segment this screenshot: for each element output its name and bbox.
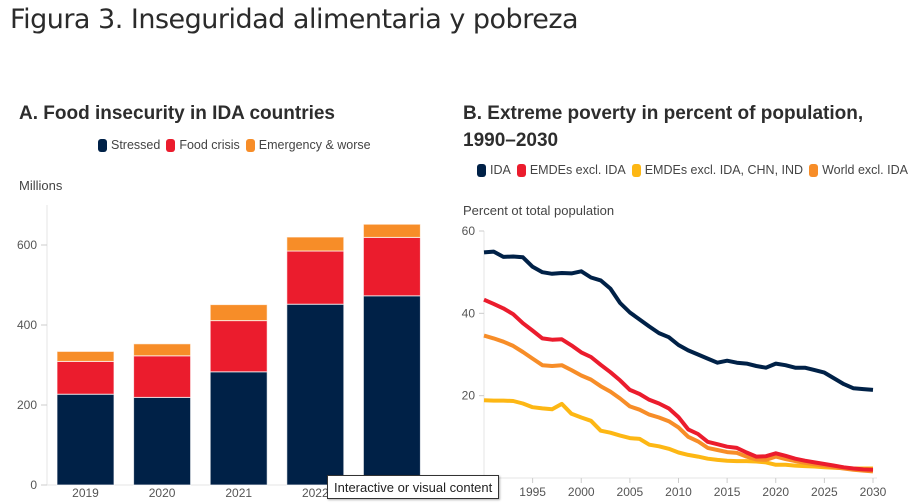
- bar-segment-food-crisis: [362, 236, 421, 297]
- bar-segment-food-crisis: [133, 355, 192, 398]
- line-series-world-excl-ida: [483, 333, 874, 474]
- legend-label: IDA: [490, 163, 511, 177]
- bar-segment-emergency-worse: [56, 350, 115, 362]
- y-tick-label: 40: [462, 306, 476, 320]
- legend-item-ida: IDA: [477, 163, 511, 177]
- x-tick-label: 2020: [149, 486, 176, 500]
- panel-a-legend: Stressed Food crisis Emergency & worse: [98, 138, 377, 152]
- legend-item-food-crisis: Food crisis: [166, 138, 240, 152]
- legend-label: Food crisis: [179, 138, 240, 152]
- legend-label: EMDEs excl. IDA, CHN, IND: [644, 163, 804, 177]
- legend-item-emdes-excl-ida-chn-ind: EMDEs excl. IDA, CHN, IND: [631, 163, 804, 177]
- legend-swatch-emdes-excl-ida: [516, 163, 526, 177]
- line-series-ida: [483, 249, 874, 392]
- legend-item-emergency: Emergency & worse: [245, 138, 371, 152]
- y-tick-label: 0: [30, 478, 37, 492]
- tooltip: Interactive or visual content: [327, 475, 500, 499]
- bar-segment-emergency-worse: [133, 343, 192, 357]
- legend-swatch-emdes-excl-ida-chn-ind: [631, 163, 641, 177]
- legend-label: World excl. IDA: [822, 163, 908, 177]
- legend-item-stressed: Stressed: [98, 138, 160, 152]
- legend-swatch-stressed: [98, 138, 107, 152]
- panel-a-y-axis-label: Millions: [19, 178, 63, 193]
- x-tick-label: 2005: [617, 485, 644, 499]
- legend-item-emdes-excl-ida: EMDEs excl. IDA: [516, 163, 626, 177]
- x-tick-label: 2030: [860, 485, 887, 499]
- x-tick-label: 2000: [568, 485, 595, 499]
- x-tick-label: 2015: [714, 485, 741, 499]
- x-tick-label: 2010: [665, 485, 692, 499]
- legend-label: Emergency & worse: [258, 138, 371, 152]
- panel-b-y-axis-label: Percent ot total population: [463, 203, 615, 218]
- x-tick-label: 2021: [225, 486, 252, 500]
- figure-title: Figura 3. Inseguridad alimentaria y pobr…: [10, 4, 579, 35]
- legend-swatch-world-excl-ida: [809, 163, 819, 177]
- panel-a-title: A. Food insecurity in IDA countries: [19, 103, 335, 124]
- legend-label: EMDEs excl. IDA: [529, 163, 626, 177]
- x-tick-label: 1995: [519, 485, 546, 499]
- x-tick-label: 2022: [302, 486, 329, 500]
- legend-swatch-emergency: [245, 138, 255, 152]
- legend-swatch-food-crisis: [166, 138, 176, 152]
- x-tick-label: 2019: [72, 486, 99, 500]
- x-tick-label: 2025: [811, 485, 838, 499]
- line-series-emdes-excl-ida-chn-ind: [483, 398, 873, 471]
- legend-swatch-ida: [477, 163, 486, 177]
- panel-b-title: B. Extreme poverty in percent of populat…: [463, 103, 864, 151]
- bar-segment-emergency-worse: [362, 223, 421, 238]
- y-tick-label: 400: [17, 318, 37, 332]
- y-tick-label: 600: [17, 238, 37, 252]
- bar-segment-emergency-worse: [209, 304, 268, 322]
- bar-segment-emergency-worse: [286, 236, 345, 252]
- x-tick-label: 2020: [762, 485, 789, 499]
- bar-segment-stressed: [362, 295, 421, 486]
- bar-segment-stressed: [56, 393, 115, 486]
- y-tick-label: 20: [462, 389, 476, 403]
- line-series-emdes-excl-ida: [483, 297, 874, 472]
- y-tick-label: 60: [462, 224, 476, 238]
- legend-item-world-excl-ida: World excl. IDA: [809, 163, 908, 177]
- bar-segment-stressed: [209, 371, 268, 486]
- bar-segment-stressed: [286, 303, 345, 486]
- panel-b-legend: IDA EMDEs excl. IDA EMDEs excl. IDA, CHN…: [477, 163, 914, 177]
- y-tick-label: 200: [17, 398, 37, 412]
- bar-segment-stressed: [133, 396, 192, 486]
- legend-label: Stressed: [111, 138, 161, 152]
